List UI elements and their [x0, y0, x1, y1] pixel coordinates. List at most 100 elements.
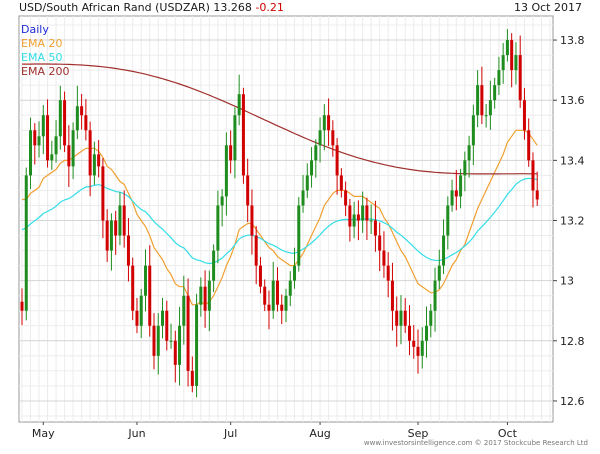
- candle-body: [50, 154, 54, 161]
- chart-date: 13 Oct 2017: [513, 1, 582, 14]
- candle-body: [75, 106, 79, 131]
- candle-body: [169, 340, 173, 342]
- candle-body: [105, 220, 109, 251]
- candle-body: [348, 205, 352, 227]
- candle-body: [318, 130, 322, 146]
- candle-body: [54, 136, 58, 155]
- candle-body: [335, 145, 339, 176]
- candle-body: [165, 310, 169, 341]
- candle-body: [139, 295, 143, 326]
- candle-body: [403, 310, 407, 326]
- candle-body: [224, 145, 228, 197]
- candle-body: [118, 205, 122, 236]
- candle-body: [161, 310, 165, 326]
- candle-body: [429, 310, 433, 326]
- y-tick-label: 13.8: [560, 34, 585, 47]
- x-tick-label: Aug: [309, 427, 330, 440]
- candle-body: [369, 220, 373, 222]
- candle-body: [467, 145, 471, 161]
- candle-body: [454, 190, 458, 197]
- legend-ema50: EMA 50: [21, 51, 63, 64]
- candle-body: [442, 235, 446, 266]
- y-tick-label: 12.6: [560, 395, 585, 408]
- candle-body: [186, 295, 190, 371]
- candle-body: [246, 175, 250, 206]
- candle-body: [233, 115, 237, 161]
- candle-body: [24, 175, 28, 311]
- candle-body: [88, 130, 92, 176]
- candle-body: [390, 280, 394, 311]
- candle-body: [484, 115, 488, 117]
- candle-body: [488, 100, 492, 116]
- candle-body: [152, 325, 156, 356]
- candle-body: [293, 265, 297, 281]
- candle-body: [327, 115, 331, 131]
- candle-body: [339, 175, 343, 191]
- y-tick-label: 13.4: [560, 154, 585, 167]
- candle-body: [148, 265, 152, 326]
- candle-body: [156, 325, 160, 356]
- candle-body: [531, 160, 535, 191]
- candle-body: [271, 280, 275, 311]
- grid-lines: [19, 16, 553, 422]
- candle-body: [284, 295, 288, 311]
- candle-body: [46, 115, 50, 161]
- candle-body: [314, 145, 318, 161]
- candle-body: [288, 280, 292, 296]
- candle-body: [412, 340, 416, 347]
- candle-body: [92, 154, 96, 176]
- candle-body: [109, 220, 113, 251]
- candle-body: [407, 325, 411, 341]
- y-tick-label: 12.8: [560, 335, 585, 348]
- y-axis: 12.6 12.8 13 13.2 13.4 13.6 13.8: [553, 34, 585, 408]
- candle-body: [84, 115, 88, 131]
- x-axis: May Jun Jul Aug Sep Oct: [32, 422, 518, 440]
- candle-body: [182, 295, 186, 326]
- candle-body: [301, 190, 305, 206]
- candle-body: [373, 220, 377, 236]
- candle-body: [518, 55, 522, 101]
- candle-body: [143, 265, 147, 296]
- candle-body: [446, 205, 450, 236]
- candle-body: [535, 190, 539, 200]
- candle-body: [33, 130, 37, 146]
- candle-body: [459, 175, 463, 197]
- candle-body: [433, 280, 437, 311]
- candle-body: [386, 265, 390, 281]
- candle-body: [114, 220, 118, 236]
- candle-body: [190, 370, 194, 386]
- candle-body: [416, 346, 420, 356]
- candle-body: [67, 145, 71, 167]
- candle-body: [263, 286, 267, 305]
- x-tick-label: Oct: [498, 427, 518, 440]
- candle-body: [216, 205, 220, 251]
- candle-body: [275, 280, 279, 305]
- candle-body: [212, 250, 216, 281]
- candle-body: [382, 250, 386, 266]
- candle-body: [471, 115, 475, 146]
- candle-body: [437, 265, 441, 281]
- candle-body: [29, 130, 33, 176]
- candle-body: [463, 160, 467, 176]
- candle-body: [229, 145, 233, 161]
- x-tick-label: Jul: [223, 427, 237, 440]
- candle-body: [254, 235, 258, 266]
- y-tick-label: 13.6: [560, 94, 585, 107]
- candle-body: [514, 55, 518, 71]
- ema20-line: [22, 129, 538, 306]
- candle-body: [505, 40, 509, 56]
- x-tick-label: May: [32, 427, 55, 440]
- candle-body: [522, 100, 526, 131]
- x-tick-label: Sep: [408, 427, 429, 440]
- candle-body: [480, 85, 484, 116]
- candle-body: [122, 205, 126, 236]
- candle-body: [135, 310, 139, 326]
- legend-ema20: EMA 20: [21, 37, 63, 50]
- candle-body: [425, 325, 429, 341]
- candle-body: [173, 340, 177, 365]
- candle-body: [37, 136, 41, 146]
- candlesticks: [20, 29, 539, 398]
- candle-body: [241, 94, 245, 176]
- candle-body: [501, 55, 505, 71]
